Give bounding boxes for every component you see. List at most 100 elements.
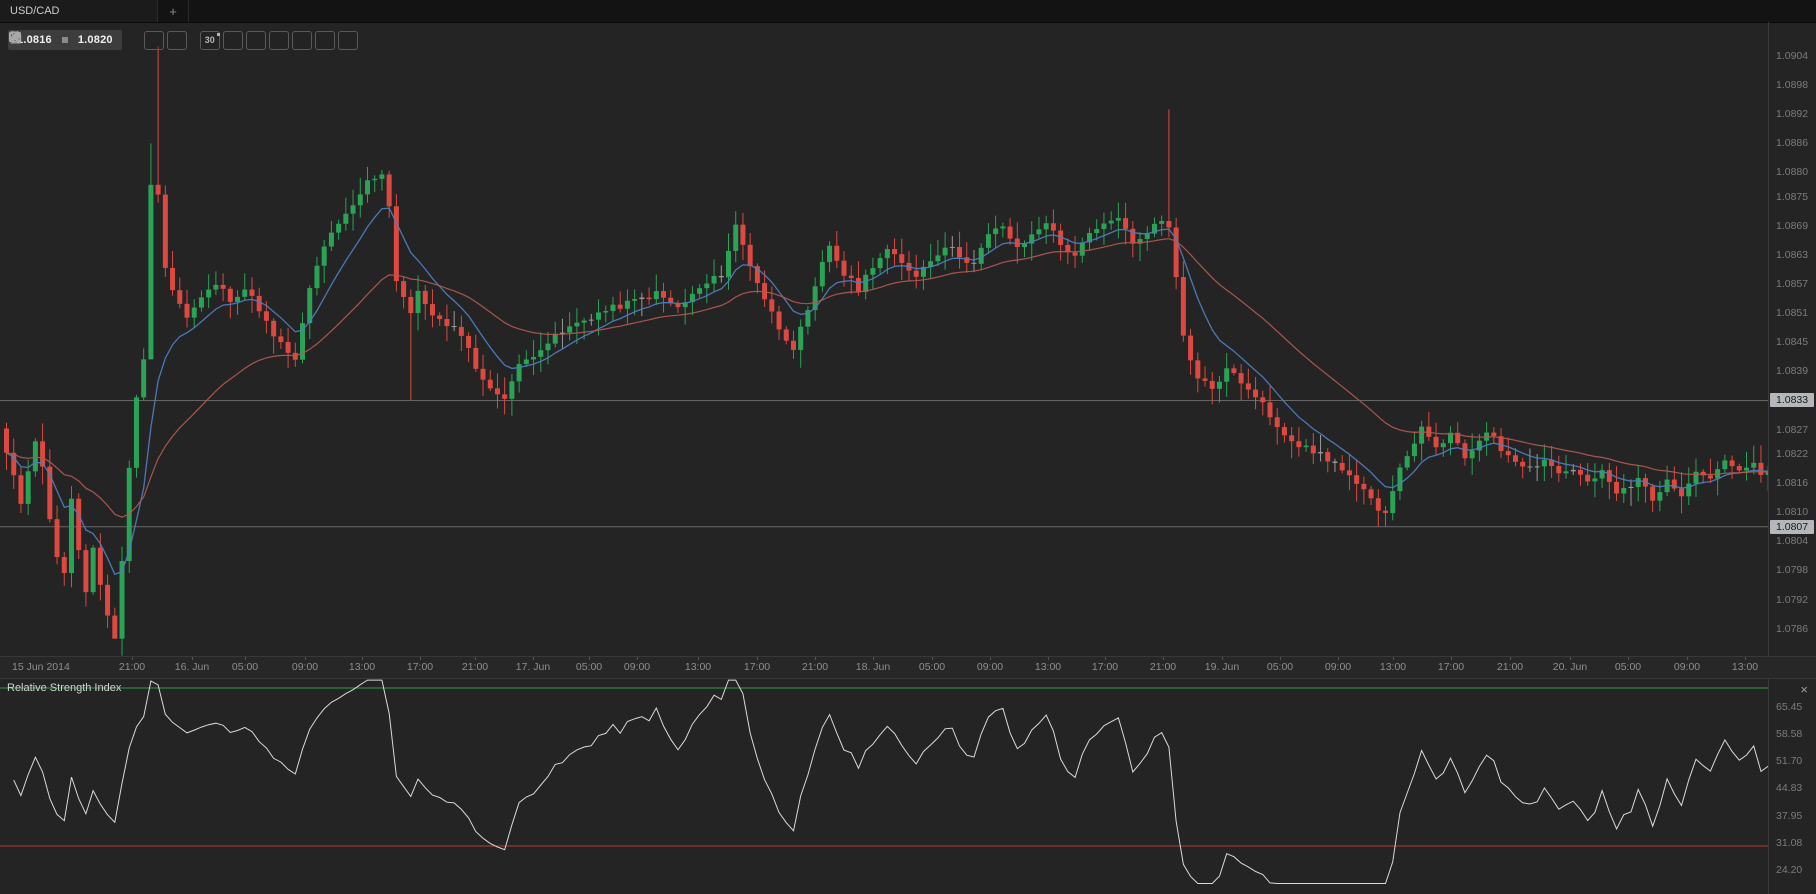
- time-axis-tick: [1510, 657, 1511, 660]
- price-axis-label: 1.0792: [1776, 593, 1809, 606]
- time-axis-tick: [1280, 657, 1281, 660]
- ask-price: 1.0820: [77, 34, 113, 46]
- time-axis-tick: [637, 657, 638, 660]
- rsi-chart: [0, 679, 1768, 884]
- rsi-axis-label: 24.20: [1776, 863, 1803, 876]
- time-axis-label: 17:00: [1437, 661, 1465, 673]
- time-axis-label: 13:00: [684, 661, 712, 673]
- tab-usdcad[interactable]: USD/CAD: [0, 0, 158, 22]
- rsi-axis-label: 31.08: [1776, 836, 1803, 849]
- time-axis-label: 19. Jun: [1204, 661, 1240, 673]
- time-axis-tick: [815, 657, 816, 660]
- price-axis-label: 1.0786: [1776, 622, 1809, 635]
- time-axis-label: 16. Jun: [174, 661, 210, 673]
- rsi-close-button[interactable]: ×: [1800, 682, 1808, 697]
- time-axis-tick: [1570, 657, 1571, 660]
- rsi-axis-label: 51.70: [1776, 755, 1803, 768]
- price-axis-label: 1.0875: [1776, 190, 1809, 203]
- time-axis-tick: [1048, 657, 1049, 660]
- chart-type-button[interactable]: [10, 30, 243, 50]
- price-axis-label: 1.0892: [1776, 108, 1809, 121]
- indicators-button[interactable]: [9, 30, 266, 50]
- time-axis-label: 20. Jun: [1552, 661, 1588, 673]
- edit-chart-button[interactable]: [9, 30, 335, 50]
- time-axis-tick: [1393, 657, 1394, 660]
- price-axis-label: 1.0886: [1776, 137, 1809, 150]
- timeframe-button[interactable]: 30: [199, 30, 220, 50]
- time-axis-tick: [420, 657, 421, 660]
- price-axis[interactable]: 1.0904 1.0898 1.0892 1.0886 1.0880 1.0875 1.08…: [1768, 22, 1816, 656]
- time-axis-tick: [245, 657, 246, 660]
- price-axis-label: 1.0869: [1776, 219, 1809, 232]
- candlestick-chart[interactable]: [0, 22, 1768, 656]
- time-axis-tick: [1628, 657, 1629, 660]
- price-axis-label: 1.0898: [1776, 78, 1809, 91]
- plus-icon: +: [169, 3, 177, 19]
- time-axis-label: 17:00: [1091, 661, 1119, 673]
- rsi-indicator-title[interactable]: Relative Strength Index: [7, 682, 122, 694]
- rsi-axis[interactable]: × 65.45 58.58 51.70 44.83 37.95 31.08 24.20: [1768, 678, 1816, 894]
- expand-chart-button[interactable]: [8, 30, 289, 50]
- time-axis-label: 21:00: [1496, 661, 1524, 673]
- time-axis-label: 15 Jun 2014: [12, 661, 70, 673]
- time-axis-label: 13:00: [348, 661, 376, 673]
- time-axis-label: 05:00: [918, 661, 946, 673]
- timeframe-30-icon: 30: [205, 32, 220, 45]
- price-axis-label: 1.0857: [1776, 277, 1809, 290]
- time-axis[interactable]: 15 Jun 2014 21:00 16. Jun 05:00 09:00 13:00 17…: [0, 656, 1816, 678]
- time-axis-label: 05:00: [1614, 661, 1642, 673]
- price-axis-label: 1.0822: [1776, 447, 1809, 460]
- chart-toolbar: 1.0816 1.0820 30: [8, 30, 361, 50]
- price-axis-label: 1.0804: [1776, 535, 1809, 548]
- time-axis-label: 09:00: [291, 661, 319, 673]
- time-axis-tick: [1222, 657, 1223, 660]
- time-axis-tick: [1163, 657, 1164, 660]
- spread-indicator-icon: [61, 37, 68, 43]
- price-level-tag: 1.0833: [1770, 393, 1814, 408]
- time-axis-label: 13:00: [1034, 661, 1062, 673]
- rsi-axis-label: 58.58: [1776, 728, 1803, 741]
- rsi-axis-label: 37.95: [1776, 809, 1803, 822]
- time-axis-label: 09:00: [623, 661, 651, 673]
- time-axis-label: 05:00: [1266, 661, 1294, 673]
- zoom-in-button[interactable]: [9, 30, 187, 50]
- time-axis-label: 09:00: [1673, 661, 1701, 673]
- time-axis-label: 09:00: [976, 661, 1004, 673]
- zoom-out-button[interactable]: [9, 30, 164, 50]
- price-level-tag: 1.0807: [1770, 519, 1814, 534]
- bid-price: 1.0816: [17, 34, 52, 46]
- price-axis-label: 1.0845: [1776, 336, 1809, 349]
- time-axis-label: 05:00: [575, 661, 603, 673]
- new-chart-tab-button[interactable]: +: [158, 0, 189, 22]
- time-axis-label: 13:00: [1379, 661, 1407, 673]
- price-axis-label: 1.0839: [1776, 365, 1809, 378]
- rsi-axis-label: 44.83: [1776, 782, 1803, 795]
- time-axis-label: 17:00: [743, 661, 771, 673]
- price-axis-label: 1.0827: [1776, 423, 1809, 436]
- price-axis-label: 1.0816: [1776, 477, 1809, 489]
- time-axis-tick: [475, 657, 476, 660]
- price-axis-label: 1.0904: [1776, 49, 1809, 62]
- time-axis-tick: [1745, 657, 1746, 660]
- main-chart-pane[interactable]: [0, 22, 1768, 656]
- time-axis-tick: [132, 657, 133, 660]
- rsi-pane[interactable]: Relative Strength Index: [0, 678, 1768, 894]
- time-axis-tick: [192, 657, 193, 660]
- draw-button[interactable]: [9, 30, 358, 50]
- quote-box: 1.0816 1.0820: [8, 30, 122, 50]
- price-axis-label: 1.0798: [1776, 564, 1809, 577]
- time-axis-tick: [1687, 657, 1688, 660]
- time-axis-tick: [362, 657, 363, 660]
- time-axis-tick: [589, 657, 590, 660]
- time-axis-label: 21:00: [801, 661, 829, 673]
- time-axis-tick: [1105, 657, 1106, 660]
- duplicate-chart-button[interactable]: [9, 30, 312, 50]
- time-axis-tick: [533, 657, 534, 660]
- time-axis-label: 17. Jun: [515, 661, 551, 673]
- time-axis-label: 21:00: [461, 661, 489, 673]
- price-axis-label: 1.0851: [1776, 307, 1809, 320]
- time-axis-tick: [1338, 657, 1339, 660]
- tab-usdcad-label: USD/CAD: [10, 5, 60, 17]
- time-axis-label: 21:00: [1149, 661, 1177, 673]
- price-axis-label: 1.0863: [1776, 248, 1809, 261]
